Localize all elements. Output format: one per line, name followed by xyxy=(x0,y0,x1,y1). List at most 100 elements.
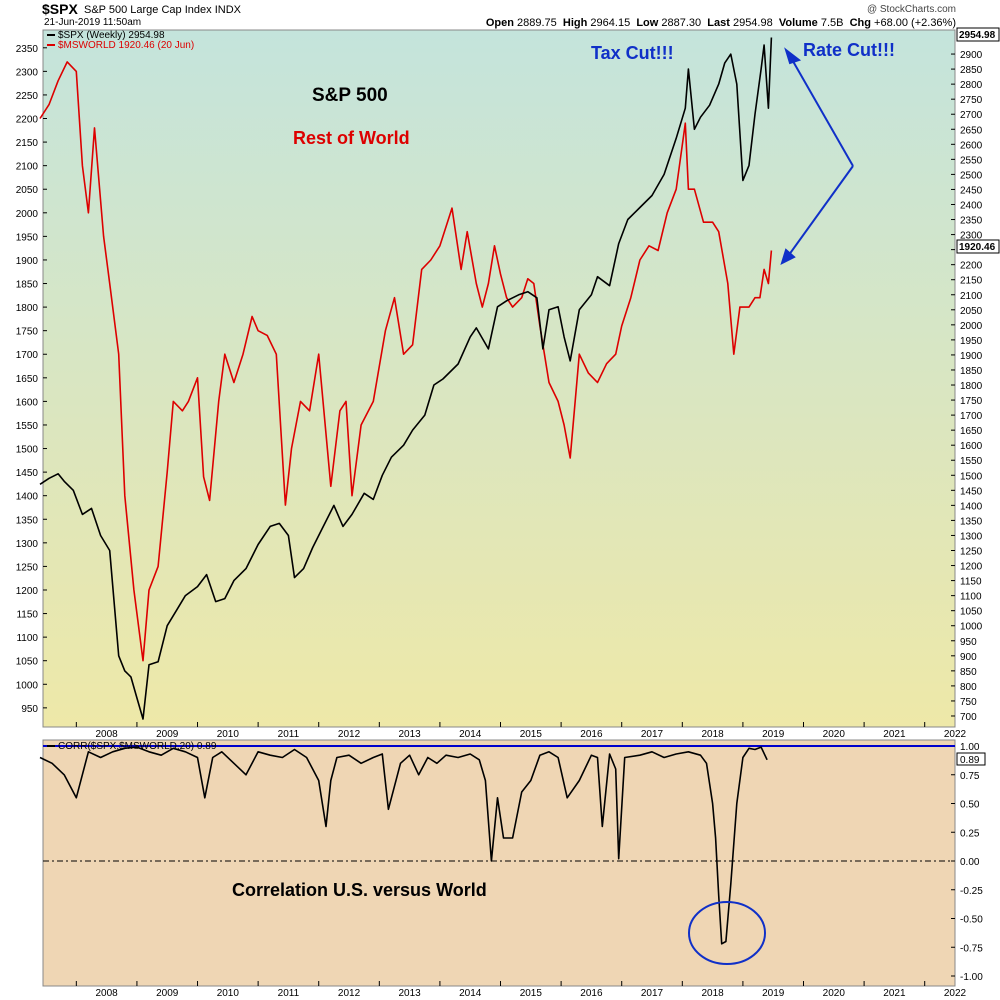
bottom-panel xyxy=(42,739,956,987)
x-tick-label: 2014 xyxy=(459,988,482,999)
x-tick-label: 2018 xyxy=(701,729,724,740)
top-legend: $SPX (Weekly) 2954.98 $MSWORLD 1920.46 (… xyxy=(47,30,194,51)
y-right-tick-label: 1400 xyxy=(960,501,983,512)
exchange: INDX xyxy=(214,4,241,16)
x-tick-label: 2020 xyxy=(823,988,846,999)
x-tick-label: 2009 xyxy=(156,729,179,740)
y-right-tick-label: 2600 xyxy=(960,140,983,151)
legend-corr: CORR($SPX,$MSWORLD,20) 0.89 xyxy=(58,741,217,752)
y-right-tick-label: 2850 xyxy=(960,65,983,76)
x-tick-label: 2021 xyxy=(883,729,906,740)
y-tick-label: 0.25 xyxy=(960,828,980,839)
y-left-tick-label: 2200 xyxy=(16,115,39,126)
y-right-tick-label: 800 xyxy=(960,682,977,693)
top-axis-ticks: 2350 2300 2250 2200 2150 2100 2050 2000 1950 1900… xyxy=(16,44,983,740)
x-tick-label: 2022 xyxy=(944,729,967,740)
x-tick-label: 2017 xyxy=(641,988,664,999)
last-value-msworld: 1920.46 xyxy=(959,242,996,253)
y-tick-label: 0.75 xyxy=(960,771,980,782)
x-tick-label: 2014 xyxy=(459,729,482,740)
annotation-sp500: S&P 500 xyxy=(312,85,388,106)
y-left-tick-label: 1950 xyxy=(16,232,39,243)
annotation-rate-cut: Rate Cut!!! xyxy=(803,40,895,60)
y-left-tick-label: 2150 xyxy=(16,138,39,149)
y-right-tick-label: 1150 xyxy=(960,577,982,588)
y-right-tick-label: 2900 xyxy=(960,50,983,61)
symbol-description: S&P 500 Large Cap Index INDX xyxy=(84,4,241,16)
y-left-tick-label: 1200 xyxy=(16,586,39,597)
arrow-to-msworld xyxy=(785,165,854,260)
y-right-tick-label: 950 xyxy=(960,637,977,648)
datetime: 21-Jun-2019 11:50am xyxy=(44,17,142,28)
y-right-tick-label: 1200 xyxy=(960,562,983,573)
y-right-tick-label: 1250 xyxy=(960,547,983,558)
y-tick-label: 0.00 xyxy=(960,857,980,868)
top-panel xyxy=(42,29,956,728)
y-right-tick-label: 1100 xyxy=(960,592,982,603)
y-left-tick-label: 1850 xyxy=(16,280,39,291)
x-tick-label: 2019 xyxy=(762,729,785,740)
last-value-spx-tag: 2954.98 xyxy=(956,27,1000,42)
y-right-tick-label: 1750 xyxy=(960,396,983,407)
x-tick-label: 2016 xyxy=(580,729,603,740)
y-left-tick-label: 1500 xyxy=(16,445,39,456)
y-right-tick-label: 1900 xyxy=(960,351,983,362)
y-right-tick-label: 1050 xyxy=(960,607,983,618)
x-tick-label: 2011 xyxy=(278,988,300,999)
y-left-tick-label: 2300 xyxy=(16,67,39,78)
y-right-tick-label: 1350 xyxy=(960,516,983,527)
x-tick-label: 2012 xyxy=(338,729,361,740)
y-right-tick-label: 2400 xyxy=(960,200,983,211)
last-value-spx: 2954.98 xyxy=(959,30,996,41)
y-left-tick-label: 950 xyxy=(21,704,38,715)
x-tick-label: 2013 xyxy=(398,729,421,740)
last-value-corr-tag: 0.89 xyxy=(956,752,986,766)
y-left-tick-label: 2250 xyxy=(16,91,39,102)
annotation-correlation: Correlation U.S. versus World xyxy=(232,880,487,900)
x-tick-label: 2009 xyxy=(156,988,179,999)
high-value: 2964.15 xyxy=(590,17,631,29)
x-tick-label: 2010 xyxy=(217,988,240,999)
y-left-tick-label: 1700 xyxy=(16,350,39,361)
y-right-tick-label: 1850 xyxy=(960,366,983,377)
y-left-tick-label: 2350 xyxy=(16,44,39,55)
description: S&P 500 Large Cap Index xyxy=(84,4,212,16)
legend-msworld: $MSWORLD 1920.46 (20 Jun) xyxy=(58,40,194,51)
chart-header: $SPX S&P 500 Large Cap Index INDX @ Stoc… xyxy=(0,0,1000,30)
y-right-tick-label: 2550 xyxy=(960,155,983,166)
y-right-tick-label: 2800 xyxy=(960,80,983,91)
x-tick-label: 2013 xyxy=(398,988,421,999)
y-right-tick-label: 2150 xyxy=(960,276,983,287)
y-right-tick-label: 1000 xyxy=(960,622,983,633)
y-left-tick-label: 1000 xyxy=(16,680,39,691)
rate-cut-arrows xyxy=(780,47,854,265)
y-right-tick-label: 1700 xyxy=(960,411,983,422)
copyright: @ StockCharts.com xyxy=(866,4,956,15)
y-right-tick-label: 750 xyxy=(960,697,977,708)
y-right-tick-label: 1550 xyxy=(960,456,983,467)
y-right-tick-label: 1500 xyxy=(960,471,983,482)
y-left-tick-label: 1050 xyxy=(16,657,39,668)
x-tick-label: 2015 xyxy=(520,729,543,740)
annotation-rest-of-world: Rest of World xyxy=(293,128,410,148)
y-left-tick-label: 1400 xyxy=(16,492,39,503)
y-left-tick-label: 1550 xyxy=(16,421,39,432)
y-tick-label: -1.00 xyxy=(960,972,983,983)
volume-value: 7.5B xyxy=(820,17,844,29)
legend-spx: $SPX (Weekly) 2954.98 xyxy=(58,30,165,41)
y-right-tick-label: 2050 xyxy=(960,306,983,317)
top-plot xyxy=(39,37,773,720)
x-tick-label: 2018 xyxy=(701,988,724,999)
y-right-tick-label: 2350 xyxy=(960,216,983,227)
y-right-tick-label: 2500 xyxy=(960,170,983,181)
x-tick-label: 2008 xyxy=(96,729,119,740)
y-right-tick-label: 1600 xyxy=(960,441,983,452)
y-left-tick-label: 1350 xyxy=(16,515,39,526)
y-right-tick-label: 1800 xyxy=(960,381,983,392)
x-tick-label: 2017 xyxy=(641,729,664,740)
y-tick-label: 0.50 xyxy=(960,800,980,811)
y-right-tick-label: 900 xyxy=(960,652,977,663)
series-spx-line xyxy=(39,37,773,720)
y-tick-label: 1.00 xyxy=(960,742,980,753)
